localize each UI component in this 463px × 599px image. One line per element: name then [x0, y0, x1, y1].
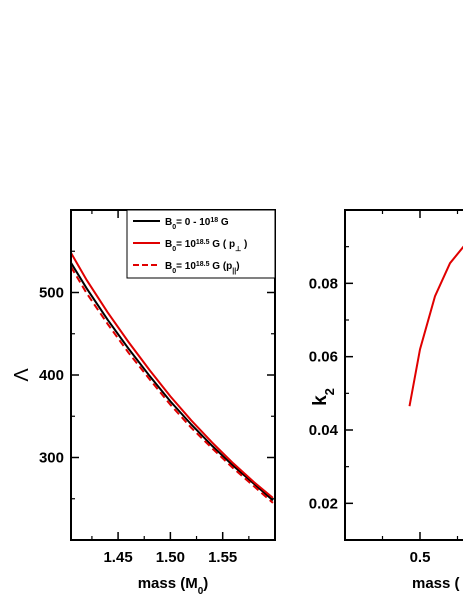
- left-ticks: 1.45 1.50 1.55 300 400 500: [39, 210, 275, 566]
- x-tick-label: 1.45: [103, 549, 132, 566]
- k2-vs-mass-chart: 0.51.010.020.040.060.08 k2 mass (: [309, 209, 463, 592]
- y-tick-label: 300: [39, 450, 64, 467]
- series-line-0: [71, 262, 274, 502]
- series-line-2: [71, 266, 274, 504]
- y-tick-label: 0.08: [309, 275, 338, 292]
- x-tick-label: 1.55: [208, 549, 237, 566]
- left-x-axis-label: mass (M0): [138, 575, 209, 597]
- legend-label-0: B0= 0 - 1018 G: [165, 217, 229, 231]
- right-series-group: [408, 245, 463, 407]
- legend-label-1: B0= 1018.5 G ( p⊥ ): [165, 239, 247, 253]
- right-ticks: 0.51.010.020.040.060.08: [309, 210, 459, 566]
- legend-label-2: B0= 1018.5 G (p||): [165, 261, 240, 275]
- y-tick-label: 0.06: [309, 349, 338, 366]
- y-tick-label: 400: [39, 367, 64, 384]
- left-series-group: [71, 252, 274, 504]
- left-y-axis-label: Λ: [11, 368, 33, 382]
- y-tick-label: 0.02: [309, 495, 338, 512]
- series-line-1: [71, 252, 274, 499]
- series-line-0: [408, 245, 463, 407]
- y-tick-label: 0.04: [309, 422, 339, 439]
- legend: B0= 0 - 1018 G B0= 1018.5 G ( p⊥ ) B0= 101…: [126, 209, 276, 279]
- y-tick-label: 500: [39, 285, 64, 302]
- right-y-axis-label: k2: [310, 388, 337, 406]
- x-tick-label: 1.50: [156, 549, 185, 566]
- x-tick-label: 0.5: [410, 549, 431, 566]
- right-x-axis-label: mass (: [412, 575, 460, 592]
- right-plot-frame: [344, 209, 463, 541]
